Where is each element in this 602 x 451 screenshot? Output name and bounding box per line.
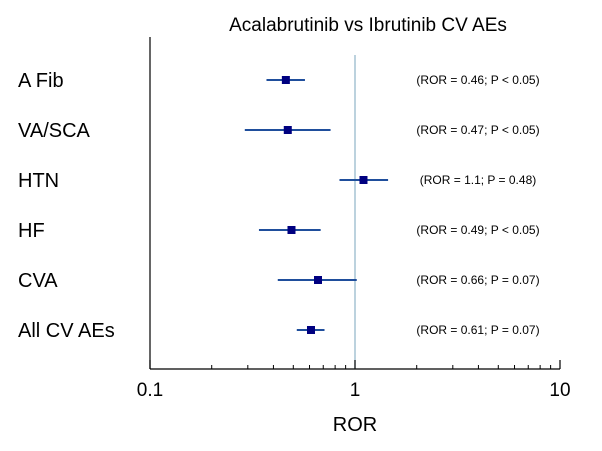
row-annotation: (ROR = 0.61; P = 0.07) xyxy=(416,323,539,337)
x-tick-label: 1 xyxy=(350,380,361,401)
point-marker xyxy=(359,176,368,184)
row-annotation: (ROR = 0.46; P < 0.05) xyxy=(416,73,539,87)
x-axis-label: ROR xyxy=(333,414,377,436)
point-marker xyxy=(287,226,296,234)
row-label: All CV AEs xyxy=(18,320,115,342)
row-annotation: (ROR = 0.49; P < 0.05) xyxy=(416,223,539,237)
point-marker xyxy=(306,326,315,334)
row-annotation: (ROR = 0.66; P = 0.07) xyxy=(416,273,539,287)
row-label: A Fib xyxy=(18,70,64,92)
point-marker xyxy=(283,126,292,134)
x-tick-label: 10 xyxy=(549,380,570,401)
row-label: HTN xyxy=(18,170,59,192)
x-tick-label: 0.1 xyxy=(137,380,163,401)
x-ticks: 0.1 1 10 xyxy=(137,360,571,401)
point-marker xyxy=(281,76,290,84)
row-label: VA/SCA xyxy=(18,120,91,142)
row-annotation: (ROR = 1.1; P = 0.48) xyxy=(420,173,537,187)
forest-rows: A Fib (ROR = 0.46; P < 0.05) VA/SCA (ROR = … xyxy=(18,70,540,342)
row-annotation: (ROR = 0.47; P < 0.05) xyxy=(416,123,539,137)
chart-title: Acalabrutinib vs Ibrutinib CV AEs xyxy=(229,15,507,36)
point-marker xyxy=(314,276,323,284)
row-label: HF xyxy=(18,220,45,242)
row-label: CVA xyxy=(18,270,58,292)
